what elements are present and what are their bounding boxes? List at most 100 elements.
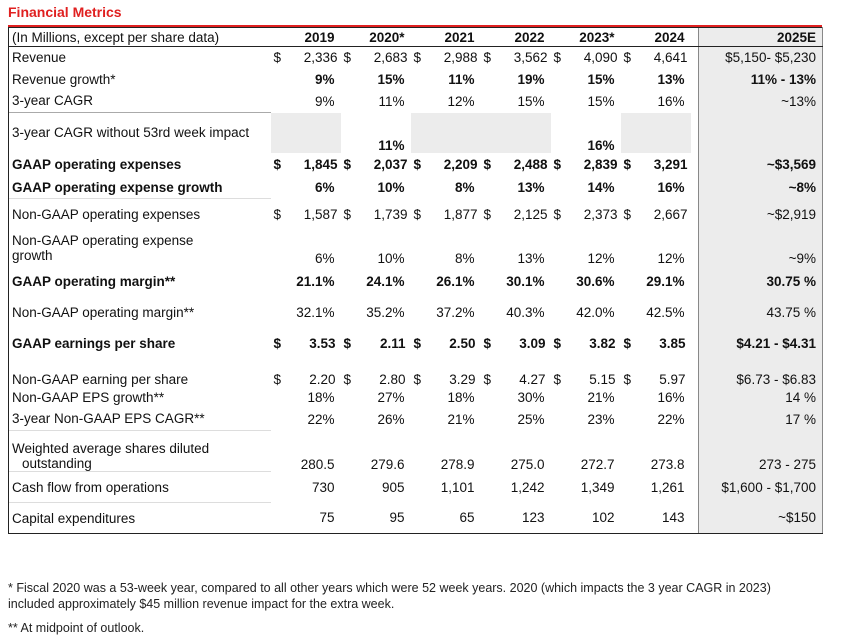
cell-value: 2.11 (379, 335, 406, 351)
cell-value: 3,562 (513, 50, 548, 66)
cell-value: 1,261 (650, 479, 685, 495)
cell-value: 3.82 (589, 335, 616, 351)
currency-symbol: $ (343, 206, 352, 222)
cell-value: 11% (448, 71, 475, 87)
currency-symbol: $ (413, 335, 422, 351)
cell-value: 26.1% (436, 273, 475, 289)
header-row: (In Millions, except per share data) 201… (8, 27, 823, 47)
cell-value: 2,209 (443, 157, 478, 172)
row-label: GAAP operating expenses (8, 152, 271, 177)
table-row-gaap-margin: GAAP operating margin** 21.1% 24.1% 26.1… (8, 265, 823, 297)
row-label: GAAP earnings per share (8, 327, 271, 359)
cell-value: 3.29 (449, 371, 476, 387)
cell-value: 2,373 (583, 206, 618, 222)
cell-value: 4,090 (583, 50, 618, 66)
row-label-line: growth (12, 247, 53, 263)
currency-symbol: $ (553, 371, 562, 387)
table-row-nongaap-eps: Non-GAAP earning per share $2.20 $2.80 $… (8, 358, 823, 387)
table-row-gaap-eps: GAAP earnings per share $3.53 $2.11 $2.5… (8, 327, 823, 359)
currency-symbol: $ (343, 335, 352, 351)
cell-value: 26% (377, 411, 405, 427)
table-row-nongaap-eps-growth: Non-GAAP EPS growth** 18% 27% 18% 30% 21… (8, 386, 823, 408)
cell-value: 5.15 (589, 371, 616, 387)
currency-symbol: $ (623, 50, 632, 66)
cell-value: 35.2% (366, 304, 405, 320)
currency-symbol: $ (273, 157, 282, 172)
estimate-cell: 273 - 275 (698, 430, 823, 472)
currency-symbol: $ (623, 371, 632, 387)
estimate-cell: 14 % (698, 386, 823, 408)
table-row-capex: Capital expenditures 75 95 65 123 102 14… (8, 502, 823, 534)
footnote-midpoint: ** At midpoint of outlook. (8, 621, 145, 635)
currency-symbol: $ (343, 371, 352, 387)
row-label: GAAP operating margin** (8, 265, 271, 297)
currency-symbol: $ (413, 157, 422, 172)
cell-value: 21% (447, 411, 475, 427)
cell-value: 19% (517, 71, 545, 87)
cell-value: 42.5% (646, 304, 685, 320)
currency-symbol: $ (623, 335, 632, 351)
currency-symbol: $ (483, 157, 492, 172)
currency-symbol: $ (553, 206, 562, 222)
table-row-cash-flow: Cash flow from operations 730 905 1,101 … (8, 471, 823, 503)
row-label: Non-GAAP EPS growth** (8, 386, 271, 408)
header-gap (690, 27, 699, 47)
currency-symbol: $ (553, 335, 562, 351)
cell-value: 8% (454, 180, 475, 195)
cell-value: 1,845 (303, 157, 338, 172)
cell-value: 18% (307, 389, 335, 405)
estimate-cell: 11% - 13% (698, 68, 823, 90)
cell-value: 16% (657, 389, 685, 405)
estimate-cell: ~8% (698, 176, 823, 199)
cell-value: 4.27 (519, 371, 546, 387)
cell-value: 16% (587, 137, 615, 153)
estimate-cell: 30.75 % (698, 265, 823, 297)
row-label-line: Weighted average shares diluted (12, 441, 210, 456)
cell-value: 30% (517, 389, 545, 405)
cell-value: 2,839 (583, 157, 618, 172)
currency-symbol: $ (343, 50, 352, 66)
currency-symbol: $ (273, 50, 282, 66)
cell-value: 2.50 (449, 335, 476, 351)
row-label: Non-GAAP earning per share (8, 358, 271, 387)
cell-value: 2,988 (443, 50, 478, 66)
row-label: Non-GAAP operating margin** (8, 296, 271, 328)
header-label: (In Millions, except per share data) (8, 27, 271, 47)
cell-value: 1,349 (580, 479, 615, 495)
table-row-nongaap-opex: Non-GAAP operating expenses $1,587 $1,73… (8, 198, 823, 230)
row-label: 3-year CAGR without 53rd week impact (8, 112, 271, 153)
currency-symbol: $ (483, 371, 492, 387)
currency-symbol: $ (623, 206, 632, 222)
cell-value: 13% (517, 250, 545, 266)
cell-value: 3.53 (309, 335, 336, 351)
cell-value: 9% (314, 71, 335, 87)
cell-value: 1,739 (373, 206, 408, 222)
cell-value: 278.9 (440, 456, 475, 472)
currency-symbol: $ (343, 157, 352, 172)
cell-value: 275.0 (510, 456, 545, 472)
currency-symbol: $ (623, 157, 632, 172)
row-label-line: Non-GAAP operating expense (12, 232, 194, 248)
estimate-cell: ~$3,569 (698, 152, 823, 177)
cell-value: 6% (314, 180, 335, 195)
cell-value: 23% (587, 411, 615, 427)
cell-value: 21% (587, 389, 615, 405)
cell-value: 2.80 (379, 371, 406, 387)
cell-value: 102 (550, 502, 621, 534)
cell-value: 2,488 (513, 157, 548, 172)
row-label: Non-GAAP operating expense growth (8, 229, 271, 266)
estimate-cell: ~$150 (698, 502, 823, 534)
cell-value: 11% (378, 137, 405, 153)
cell-value: 6% (314, 250, 335, 266)
table-row-shares: Weighted average shares diluted outstandi… (8, 430, 823, 472)
cell-value: 75 (270, 502, 341, 534)
cell-value: 14% (587, 180, 615, 195)
cell-value: 1,877 (443, 206, 478, 222)
table-row-gaap-opex-growth: GAAP operating expense growth 6% 10% 8% … (8, 176, 823, 199)
cell-value: 2,336 (303, 50, 338, 66)
header-year: 2021 (410, 27, 481, 47)
row-label: Non-GAAP operating expenses (8, 198, 271, 230)
row-label: 3-year CAGR (8, 89, 271, 113)
currency-symbol: $ (413, 371, 422, 387)
cell-value: 30.1% (506, 273, 545, 289)
